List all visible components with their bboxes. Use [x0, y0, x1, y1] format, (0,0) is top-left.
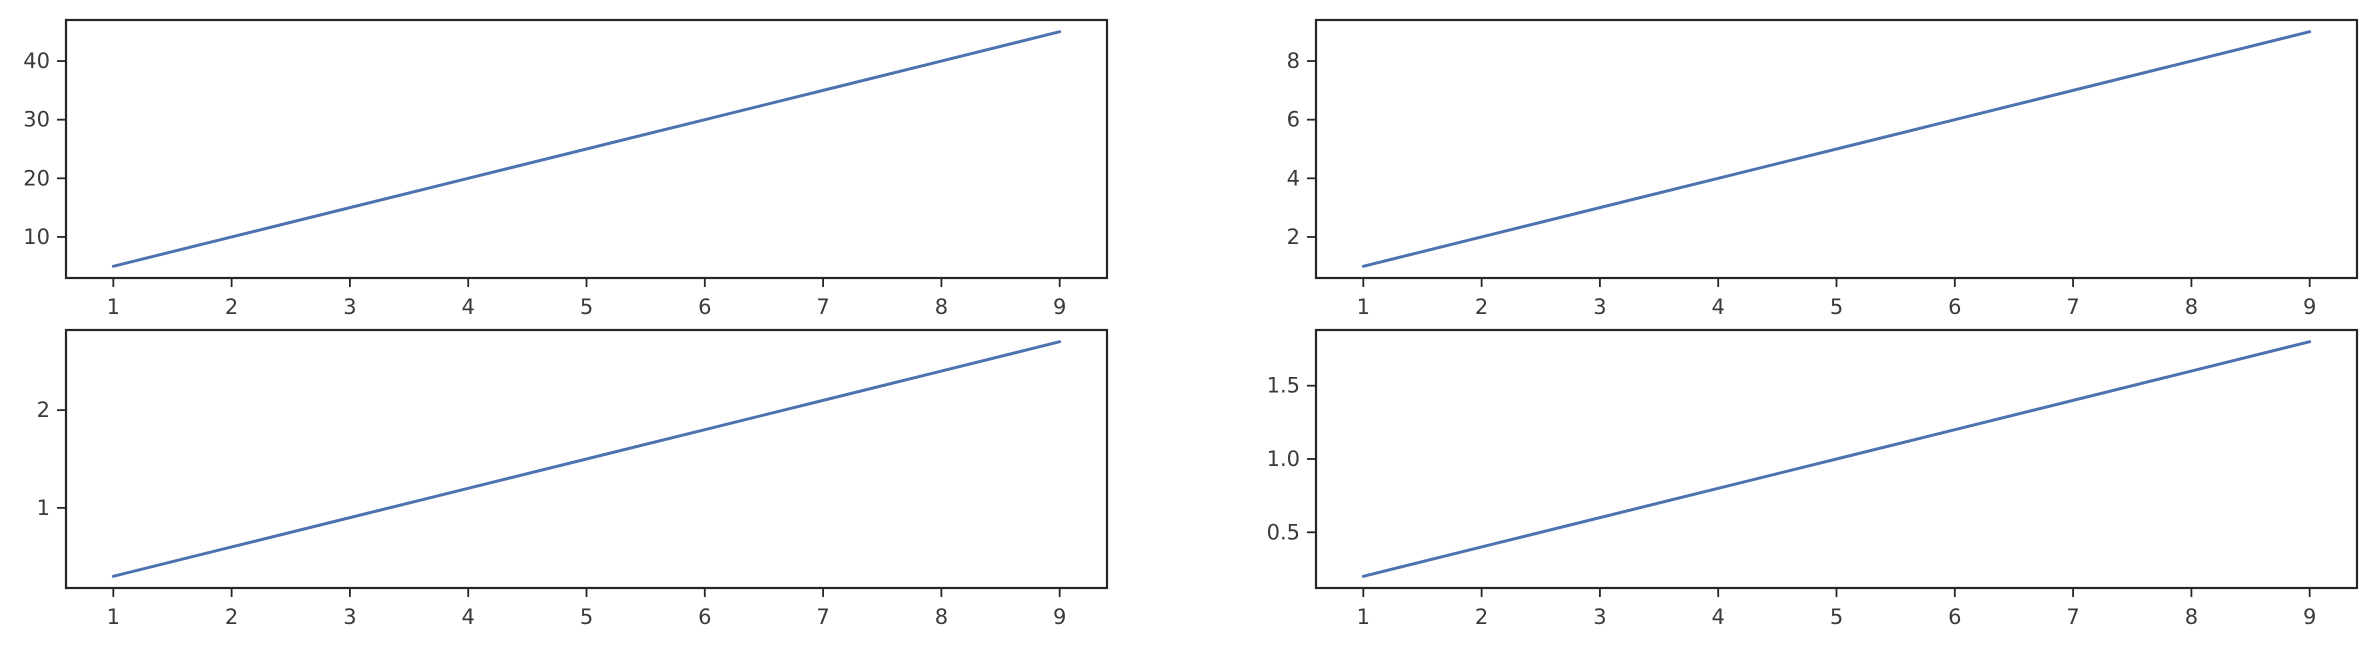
x-tick-label: 9	[2303, 295, 2316, 319]
x-tick-label: 9	[1053, 605, 1066, 629]
y-tick-label: 40	[23, 49, 50, 73]
x-tick-label: 3	[1593, 605, 1606, 629]
series-line-1	[111, 30, 1062, 268]
x-tick-label: 7	[816, 605, 829, 629]
x-tick-label: 5	[580, 605, 593, 629]
subplot-4: 1 2 3 4 5 6 7 8 9 0.5 1.0 1.5	[1267, 328, 2359, 629]
x-tick-label: 6	[698, 295, 711, 319]
x-tick-label: 8	[2185, 605, 2198, 629]
x-tick-label: 2	[1475, 605, 1488, 629]
x-tick-label: 6	[698, 605, 711, 629]
y-tick-label: 1.5	[1267, 374, 1300, 398]
x-tick-label: 5	[1830, 295, 1843, 319]
subplot-1: 1 2 3 4 5 6 7 8 9 10 20 30 40	[23, 18, 1109, 319]
x-tick-label: 2	[1475, 295, 1488, 319]
y-tick-label: 0.5	[1267, 520, 1300, 544]
x-tick-label: 7	[2066, 605, 2079, 629]
x-tick-label: 4	[1712, 605, 1725, 629]
x-tick-label: 8	[2185, 295, 2198, 319]
y-tick-label: 2	[37, 398, 50, 422]
axes-frame	[1314, 328, 2359, 590]
y-tick-label: 2	[1287, 225, 1300, 249]
x-tick-label: 1	[1357, 605, 1370, 629]
y-tick-label: 30	[23, 108, 50, 132]
x-tick-label: 7	[816, 295, 829, 319]
subplot-3: 1 2 3 4 5 6 7 8 9 1 2	[37, 328, 1109, 629]
series-line-1	[1361, 30, 2312, 268]
x-tick-label: 6	[1948, 295, 1961, 319]
series-line-1	[1361, 340, 2312, 578]
y-tick-label: 20	[23, 166, 50, 190]
x-tick-label: 2	[225, 605, 238, 629]
axes-frame	[64, 18, 1109, 280]
x-tick-label: 9	[2303, 605, 2316, 629]
x-tick-label: 7	[2066, 295, 2079, 319]
axes-frame	[64, 328, 1109, 590]
x-tick-label: 6	[1948, 605, 1961, 629]
y-tick-label: 1.0	[1267, 447, 1300, 471]
y-tick-label: 10	[23, 225, 50, 249]
x-tick-label: 4	[462, 295, 475, 319]
x-tick-label: 1	[107, 295, 120, 319]
x-tick-label: 9	[1053, 295, 1066, 319]
x-tick-label: 1	[1357, 295, 1370, 319]
series-line-1	[111, 340, 1062, 578]
y-tick-label: 8	[1287, 49, 1300, 73]
x-tick-label: 4	[1712, 295, 1725, 319]
y-tick-label: 1	[37, 496, 50, 520]
x-tick-label: 3	[343, 295, 356, 319]
x-tick-label: 3	[343, 605, 356, 629]
x-tick-label: 5	[580, 295, 593, 319]
subplot-2: 1 2 3 4 5 6 7 8 9 2 4 6 8	[1287, 18, 2359, 319]
x-tick-label: 4	[462, 605, 475, 629]
x-tick-label: 5	[1830, 605, 1843, 629]
x-tick-label: 8	[935, 605, 948, 629]
x-tick-label: 2	[225, 295, 238, 319]
y-tick-label: 4	[1287, 166, 1300, 190]
x-tick-label: 1	[107, 605, 120, 629]
axes-frame	[1314, 18, 2359, 280]
x-tick-label: 8	[935, 295, 948, 319]
y-tick-label: 6	[1287, 108, 1300, 132]
x-tick-label: 3	[1593, 295, 1606, 319]
